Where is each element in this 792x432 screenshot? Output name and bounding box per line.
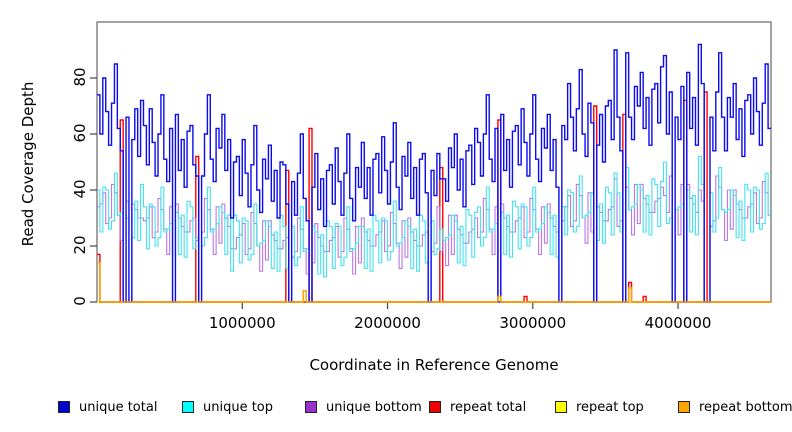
- legend-swatch-repeat-bottom: [678, 401, 690, 413]
- legend-label: repeat bottom: [699, 399, 792, 415]
- y-axis-label: Read Coverage Depth: [19, 81, 37, 247]
- legend-swatch-unique-top: [182, 401, 194, 413]
- y-tick-label: 40: [71, 179, 89, 199]
- axis-ticks: [90, 77, 679, 309]
- legend-label: repeat total: [450, 399, 527, 415]
- legend-label: unique bottom: [326, 399, 422, 415]
- legend-item-repeat-bottom: repeat bottom: [678, 397, 792, 417]
- series-line-unique-total: [97, 43, 771, 303]
- legend-swatch-unique-total: [58, 401, 70, 413]
- legend-label: unique total: [79, 399, 158, 415]
- x-tick-label: 3000000: [499, 314, 567, 332]
- legend-item-unique-total: unique total: [58, 397, 157, 417]
- series-line-repeat-bottom: [97, 262, 771, 303]
- legend-item-unique-top: unique top: [182, 397, 273, 417]
- series-lines: [97, 43, 771, 303]
- y-tick-label: 0: [71, 296, 89, 306]
- chart-legend: unique total unique top unique bottom repea…: [0, 397, 792, 421]
- y-tick-label: 80: [71, 67, 89, 87]
- legend-label: unique top: [203, 399, 274, 415]
- legend-swatch-repeat-total: [429, 401, 441, 413]
- series-line-unique-top: [97, 155, 771, 303]
- x-tick-label: 1000000: [208, 314, 276, 332]
- x-axis-label: Coordinate in Reference Genome: [309, 356, 559, 374]
- legend-item-repeat-top: repeat top: [555, 397, 644, 417]
- legend-swatch-unique-bottom: [305, 401, 317, 413]
- y-tick-label: 20: [71, 235, 89, 255]
- legend-item-repeat-total: repeat total: [429, 397, 526, 417]
- y-tick-label: 60: [71, 123, 89, 143]
- legend-swatch-repeat-top: [555, 401, 567, 413]
- legend-item-unique-bottom: unique bottom: [305, 397, 422, 417]
- x-tick-label: 2000000: [354, 314, 421, 332]
- x-tick-label: 4000000: [644, 314, 712, 332]
- legend-label: repeat top: [576, 399, 644, 415]
